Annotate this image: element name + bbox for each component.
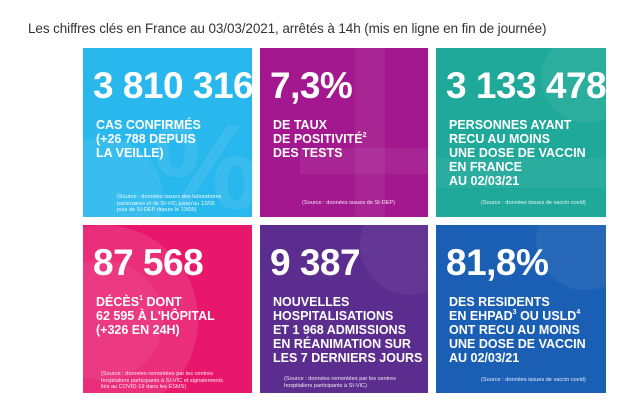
source-line: hospitaliers participants à SI-VIC et si…: [101, 377, 223, 384]
source-line: hospitaliers participants à SI-VIC): [284, 382, 368, 389]
hospitalisations-value: 9 387: [270, 242, 361, 283]
positivity-rate-value: 7,3%: [270, 65, 353, 106]
tile-background-graphic: %: [83, 100, 252, 217]
label-line: EN RÉANIMATION SUR: [273, 337, 411, 351]
label-line: ONT RECU AU MOINS: [449, 323, 580, 337]
deaths-label: DÉCÈS1 DONT 62 595 À L'HÔPITAL (+326 EN …: [96, 295, 215, 337]
vaccinated-people-value: 3 133 478: [446, 65, 606, 106]
ehpad-residents-label: DES RESIDENTS EN EHPAD3 OU USLD4 ONT REC…: [449, 295, 586, 365]
tile-positivity-rate: 7,3% DE TAUX DE POSITIVITÉ2 DES TESTS (S…: [260, 48, 428, 217]
label-line: DE POSITIVITÉ2: [273, 132, 367, 146]
label-line: DES RESIDENTS: [449, 295, 550, 309]
deaths-value: 87 568: [93, 242, 204, 283]
tile-background-graphic: [83, 225, 198, 393]
source-line: puis de SI-DEP depuis le 13/05): [117, 207, 197, 213]
svg-text:%: %: [153, 100, 252, 217]
label-line: DE TAUX: [273, 118, 327, 132]
label-line: AU 02/03/21: [449, 351, 520, 365]
source-note: (Source : données issues des laboratoire…: [117, 194, 221, 214]
tile-background-graphic: [360, 225, 428, 295]
source-line: (Source : données issues de vaccin covid…: [481, 377, 586, 383]
source-line: liés au COVID-19 dans les ESMS): [101, 384, 187, 390]
label-line: EN FRANCE: [449, 160, 522, 174]
label-line: EN EHPAD3 OU USLD4: [449, 309, 581, 323]
tile-deaths: 87 568 DÉCÈS1 DONT 62 595 À L'HÔPITAL (+…: [83, 225, 252, 393]
label-line: (+26 788 DEPUIS: [96, 132, 196, 146]
source-note: (Source : données issues de vaccin covid…: [481, 377, 586, 384]
label-line: LA VEILLE): [96, 146, 164, 160]
positivity-rate-label: DE TAUX DE POSITIVITÉ2 DES TESTS: [273, 118, 367, 160]
source-note: (Source : données remontées par les cent…: [284, 376, 396, 389]
label-line: HOSPITALISATIONS: [273, 309, 394, 323]
label-line: 62 595 À L'HÔPITAL: [96, 309, 215, 323]
tile-ehpad-residents: 81,8% DES RESIDENTS EN EHPAD3 OU USLD4 O…: [436, 225, 606, 393]
label-line: RECU AU MOINS: [449, 132, 550, 146]
source-note: (Source : données issues de SI-DEP): [302, 200, 395, 207]
label-line: CAS CONFIRMÉS: [96, 118, 201, 132]
vaccinated-people-label: PERSONNES AYANT RECU AU MOINS UNE DOSE D…: [449, 118, 586, 188]
label-line: UNE DOSE DE VACCIN: [449, 146, 586, 160]
source-note: (Source : données remontées par les cent…: [101, 371, 223, 391]
tile-background-graphic: [436, 48, 606, 188]
label-line: LES 7 DERNIERS JOURS: [273, 351, 423, 365]
label-line: ET 1 968 ADMISSIONS: [273, 323, 406, 337]
tile-vaccinated-people: 3 133 478 PERSONNES AYANT RECU AU MOINS …: [436, 48, 606, 217]
tile-hospitalisations: 9 387 NOUVELLES HOSPITALISATIONS ET 1 96…: [260, 225, 428, 393]
label-line: NOUVELLES: [273, 295, 350, 309]
label-line: (+326 EN 24H): [96, 323, 180, 337]
tile-background-graphic: [536, 225, 606, 290]
ehpad-residents-value: 81,8%: [446, 242, 549, 283]
label-line: UNE DOSE DE VACCIN: [449, 337, 586, 351]
tile-confirmed-cases: % 3 810 316 CAS CONFIRMÉS (+26 788 DEPUI…: [83, 48, 252, 217]
label-line: PERSONNES AYANT: [449, 118, 572, 132]
confirmed-cases-value: 3 810 316: [93, 65, 252, 106]
page-title: Les chiffres clés en France au 03/03/202…: [28, 21, 547, 36]
source-line: (Source : données issues des laboratoire…: [117, 194, 222, 200]
source-note: (Source : données issues de vaccin covid…: [481, 200, 586, 207]
hospitalisations-label: NOUVELLES HOSPITALISATIONS ET 1 968 ADMI…: [273, 295, 422, 365]
label-line: DÉCÈS1 DONT: [96, 295, 182, 309]
source-line: (Source : données issues de vaccin covid…: [481, 200, 586, 206]
label-line: DES TESTS: [273, 146, 343, 160]
label-line: AU 02/03/21: [449, 174, 520, 188]
confirmed-cases-label: CAS CONFIRMÉS (+26 788 DEPUIS LA VEILLE): [96, 118, 201, 160]
source-line: (Source : données remontées par les cent…: [101, 371, 213, 377]
source-line: (Source : données remontées par les cent…: [284, 376, 396, 382]
tile-background-graphic: [300, 48, 428, 217]
source-line: partenaires et de SI-VIC jusqu'au 12/05: [117, 200, 215, 207]
source-line: (Source : données issues de SI-DEP): [302, 200, 395, 206]
